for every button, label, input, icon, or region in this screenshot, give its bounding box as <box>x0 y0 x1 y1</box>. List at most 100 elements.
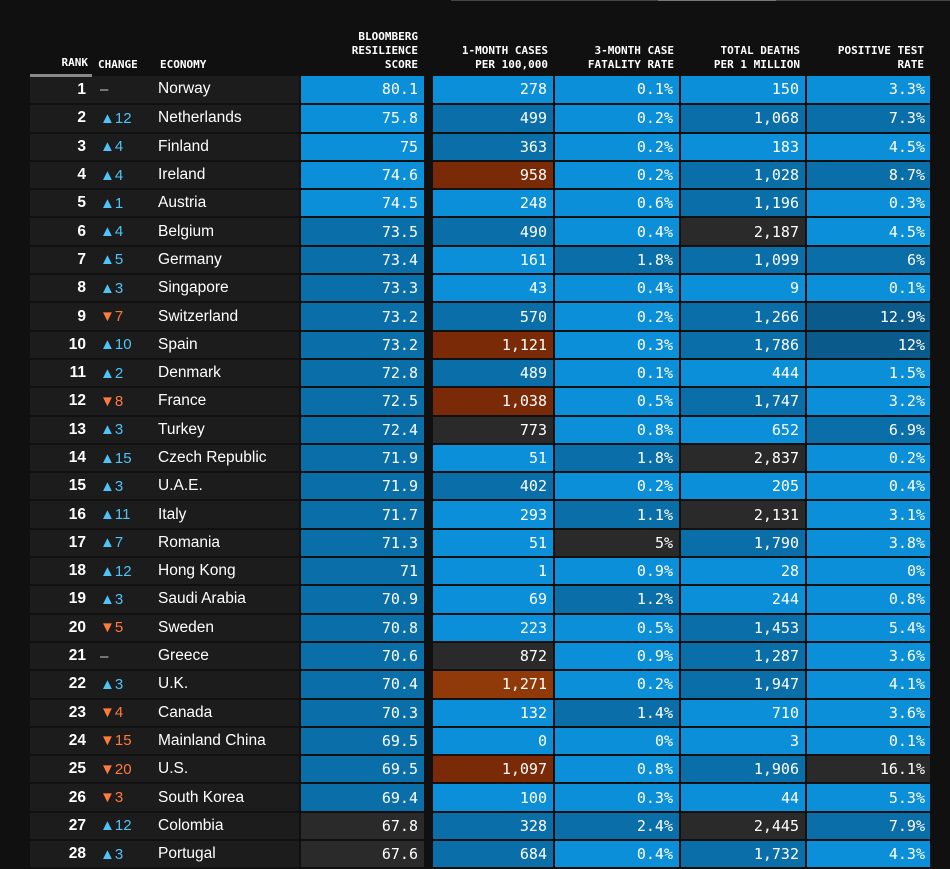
table-row[interactable]: 13 ▲3 Turkey 72.4 773 0.8% 652 6.9% <box>30 415 930 445</box>
deaths-cell: 444 <box>679 358 806 389</box>
ptr-cell: 4.3% <box>805 840 930 869</box>
table-row[interactable]: 26 ▼3 South Korea 69.4 100 0.3% 44 5.3% <box>30 783 930 813</box>
ptr-cell: 0.1% <box>805 726 930 757</box>
table-row[interactable]: 17 ▲7 Romania 71.3 51 5% 1,790 3.8% <box>30 528 930 559</box>
change-cell: ▲12 <box>92 557 154 587</box>
cases-cell: 402 <box>431 472 554 502</box>
change-cell: ▲12 <box>92 811 154 842</box>
table-row[interactable]: 23 ▼4 Canada 70.3 132 1.4% 710 3.6% <box>30 698 930 728</box>
column-gap <box>424 132 432 162</box>
deaths-cell: 710 <box>679 698 806 728</box>
header-cases-line: 1-MONTH CASES <box>461 43 548 57</box>
cases-cell: 490 <box>431 217 554 247</box>
header-cfr[interactable]: 3-MONTH CASE FATALITY RATE <box>554 22 680 76</box>
economy-cell: U.A.E. <box>154 472 300 502</box>
table-row[interactable]: 20 ▼5 Sweden 70.8 223 0.5% 1,453 5.4% <box>30 613 930 643</box>
cfr-cell: 1.8% <box>553 245 680 276</box>
rank-cell: 7 <box>30 245 92 276</box>
economy-cell: Belgium <box>154 217 300 247</box>
table-row[interactable]: 18 ▲12 Hong Kong 71 1 0.9% 28 0% <box>30 557 930 587</box>
cases-cell: 570 <box>431 302 554 332</box>
economy-cell: South Korea <box>154 783 300 813</box>
cases-cell: 773 <box>431 415 554 445</box>
score-cell: 71 <box>299 557 424 587</box>
deaths-cell: 1,028 <box>679 160 806 191</box>
deaths-cell: 44 <box>679 783 806 813</box>
header-score[interactable]: BLOOMBERG RESILIENCE SCORE <box>300 22 424 76</box>
table-row[interactable]: 22 ▲3 U.K. 70.4 1,271 0.2% 1,947 4.1% <box>30 670 930 700</box>
table-row[interactable]: 28 ▲3 Portugal 67.6 684 0.4% 1,732 4.3% <box>30 840 930 869</box>
economy-cell: Netherlands <box>154 104 300 134</box>
score-cell: 75.8 <box>299 104 424 134</box>
rank-cell: 14 <box>30 443 92 474</box>
table-row[interactable]: 7 ▲5 Germany 73.4 161 1.8% 1,099 6% <box>30 245 930 276</box>
table-row[interactable]: 21– Greece 70.6 872 0.9% 1,287 3.6% <box>30 641 930 672</box>
table-row[interactable]: 5 ▲1 Austria 74.5 248 0.6% 1,196 0.3% <box>30 189 930 219</box>
column-gap <box>424 726 432 757</box>
header-change[interactable]: CHANGE <box>98 57 138 71</box>
cases-cell: 363 <box>431 132 554 162</box>
table-row[interactable]: 16 ▲11 Italy 71.7 293 1.1% 2,131 3.1% <box>30 500 930 530</box>
change-cell: – <box>92 75 154 106</box>
cases-cell: 100 <box>431 783 554 813</box>
economy-cell: Sweden <box>154 613 300 643</box>
economy-cell: Italy <box>154 500 300 530</box>
cfr-cell: 0.4% <box>553 274 680 304</box>
score-cell: 73.2 <box>299 302 424 332</box>
cases-cell: 51 <box>431 443 554 474</box>
table-row[interactable]: 15 ▲3 U.A.E. 71.9 402 0.2% 205 0.4% <box>30 472 930 502</box>
economy-cell: Switzerland <box>154 302 300 332</box>
table-row[interactable]: 24 ▼15 Mainland China 69.5 0 0% 3 0.1% <box>30 726 930 757</box>
change-cell: ▲3 <box>92 274 154 304</box>
cfr-cell: 0.6% <box>553 189 680 219</box>
ptr-cell: 6.9% <box>805 415 930 445</box>
cases-cell: 223 <box>431 613 554 643</box>
table-row[interactable]: 2 ▲12 Netherlands 75.8 499 0.2% 1,068 7.3% <box>30 104 930 134</box>
table-row[interactable]: 27 ▲12 Colombia 67.8 328 2.4% 2,445 7.9% <box>30 811 930 842</box>
cfr-cell: 0.9% <box>553 557 680 587</box>
header-deaths-line: TOTAL DEATHS <box>720 43 800 57</box>
table-row[interactable]: 12 ▼8 France 72.5 1,038 0.5% 1,747 3.2% <box>30 387 930 417</box>
economy-cell: Singapore <box>154 274 300 304</box>
economy-cell: Turkey <box>154 415 300 445</box>
economy-cell: Denmark <box>154 358 300 389</box>
table-row[interactable]: 8 ▲3 Singapore 73.3 43 0.4% 9 0.1% <box>30 274 930 304</box>
header-deaths[interactable]: TOTAL DEATHS PER 1 MILLION <box>680 22 806 76</box>
deaths-cell: 1,266 <box>679 302 806 332</box>
table-row[interactable]: 1– Norway 80.1 278 0.1% 150 3.3% <box>30 75 930 106</box>
column-gap <box>424 840 432 869</box>
table-row[interactable]: 19 ▲3 Saudi Arabia 70.9 69 1.2% 244 0.8% <box>30 585 930 615</box>
score-cell: 73.2 <box>299 330 424 360</box>
score-cell: 69.4 <box>299 783 424 813</box>
cfr-cell: 0.2% <box>553 302 680 332</box>
cases-cell: 161 <box>431 245 554 276</box>
table-row[interactable]: 14 ▲15 Czech Republic 71.9 51 1.8% 2,837 0.2% <box>30 443 930 474</box>
header-cases[interactable]: 1-MONTH CASES PER 100,000 <box>432 22 554 76</box>
table-row[interactable]: 4 ▲4 Ireland 74.6 958 0.2% 1,028 8.7% <box>30 160 930 191</box>
header-economy[interactable]: ECONOMY <box>160 57 207 71</box>
rank-cell: 18 <box>30 557 92 587</box>
table-row[interactable]: 6 ▲4 Belgium 73.5 490 0.4% 2,187 4.5% <box>30 217 930 247</box>
header-score-line: SCORE <box>384 57 418 71</box>
rank-cell: 26 <box>30 783 92 813</box>
table-row[interactable]: 9 ▼7 Switzerland 73.2 570 0.2% 1,266 12.9% <box>30 302 930 332</box>
column-gap <box>424 245 432 276</box>
table-row[interactable]: 10 ▲10 Spain 73.2 1,121 0.3% 1,786 12% <box>30 330 930 360</box>
table-row[interactable]: 25 ▼20 U.S. 69.5 1,097 0.8% 1,906 16.1% <box>30 755 930 785</box>
change-cell: ▲3 <box>92 840 154 869</box>
score-cell: 69.5 <box>299 755 424 785</box>
header-ptr[interactable]: POSITIVE TEST RATE <box>806 22 930 76</box>
column-gap <box>424 783 432 813</box>
cases-cell: 1,271 <box>431 670 554 700</box>
table-row[interactable]: 11 ▲2 Denmark 72.8 489 0.1% 444 1.5% <box>30 358 930 389</box>
table-row[interactable]: 3 ▲4 Finland 75 363 0.2% 183 4.5% <box>30 132 930 162</box>
header-rank[interactable]: RANK <box>30 22 92 77</box>
change-cell: ▲2 <box>92 358 154 389</box>
header-ptr-line: POSITIVE TEST <box>837 43 924 57</box>
change-cell: ▲11 <box>92 500 154 530</box>
ptr-cell: 3.8% <box>805 528 930 559</box>
column-gap <box>424 387 432 417</box>
rank-cell: 12 <box>30 387 92 417</box>
cfr-cell: 0% <box>553 726 680 757</box>
change-cell: ▲3 <box>92 670 154 700</box>
